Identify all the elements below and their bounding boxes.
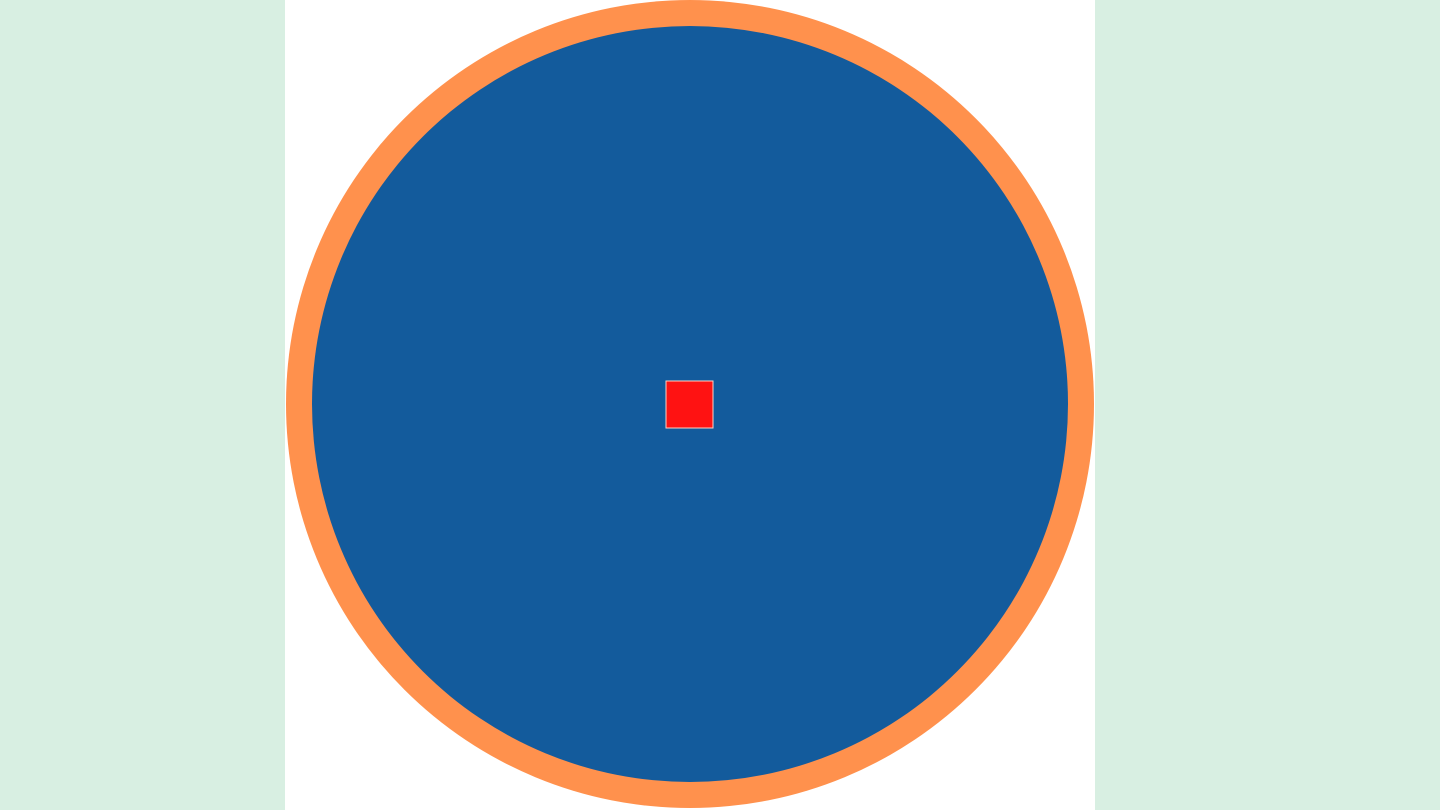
playfield[interactable]: [285, 0, 1095, 810]
player-square[interactable]: [665, 380, 714, 429]
game-stage[interactable]: [285, 0, 1095, 810]
